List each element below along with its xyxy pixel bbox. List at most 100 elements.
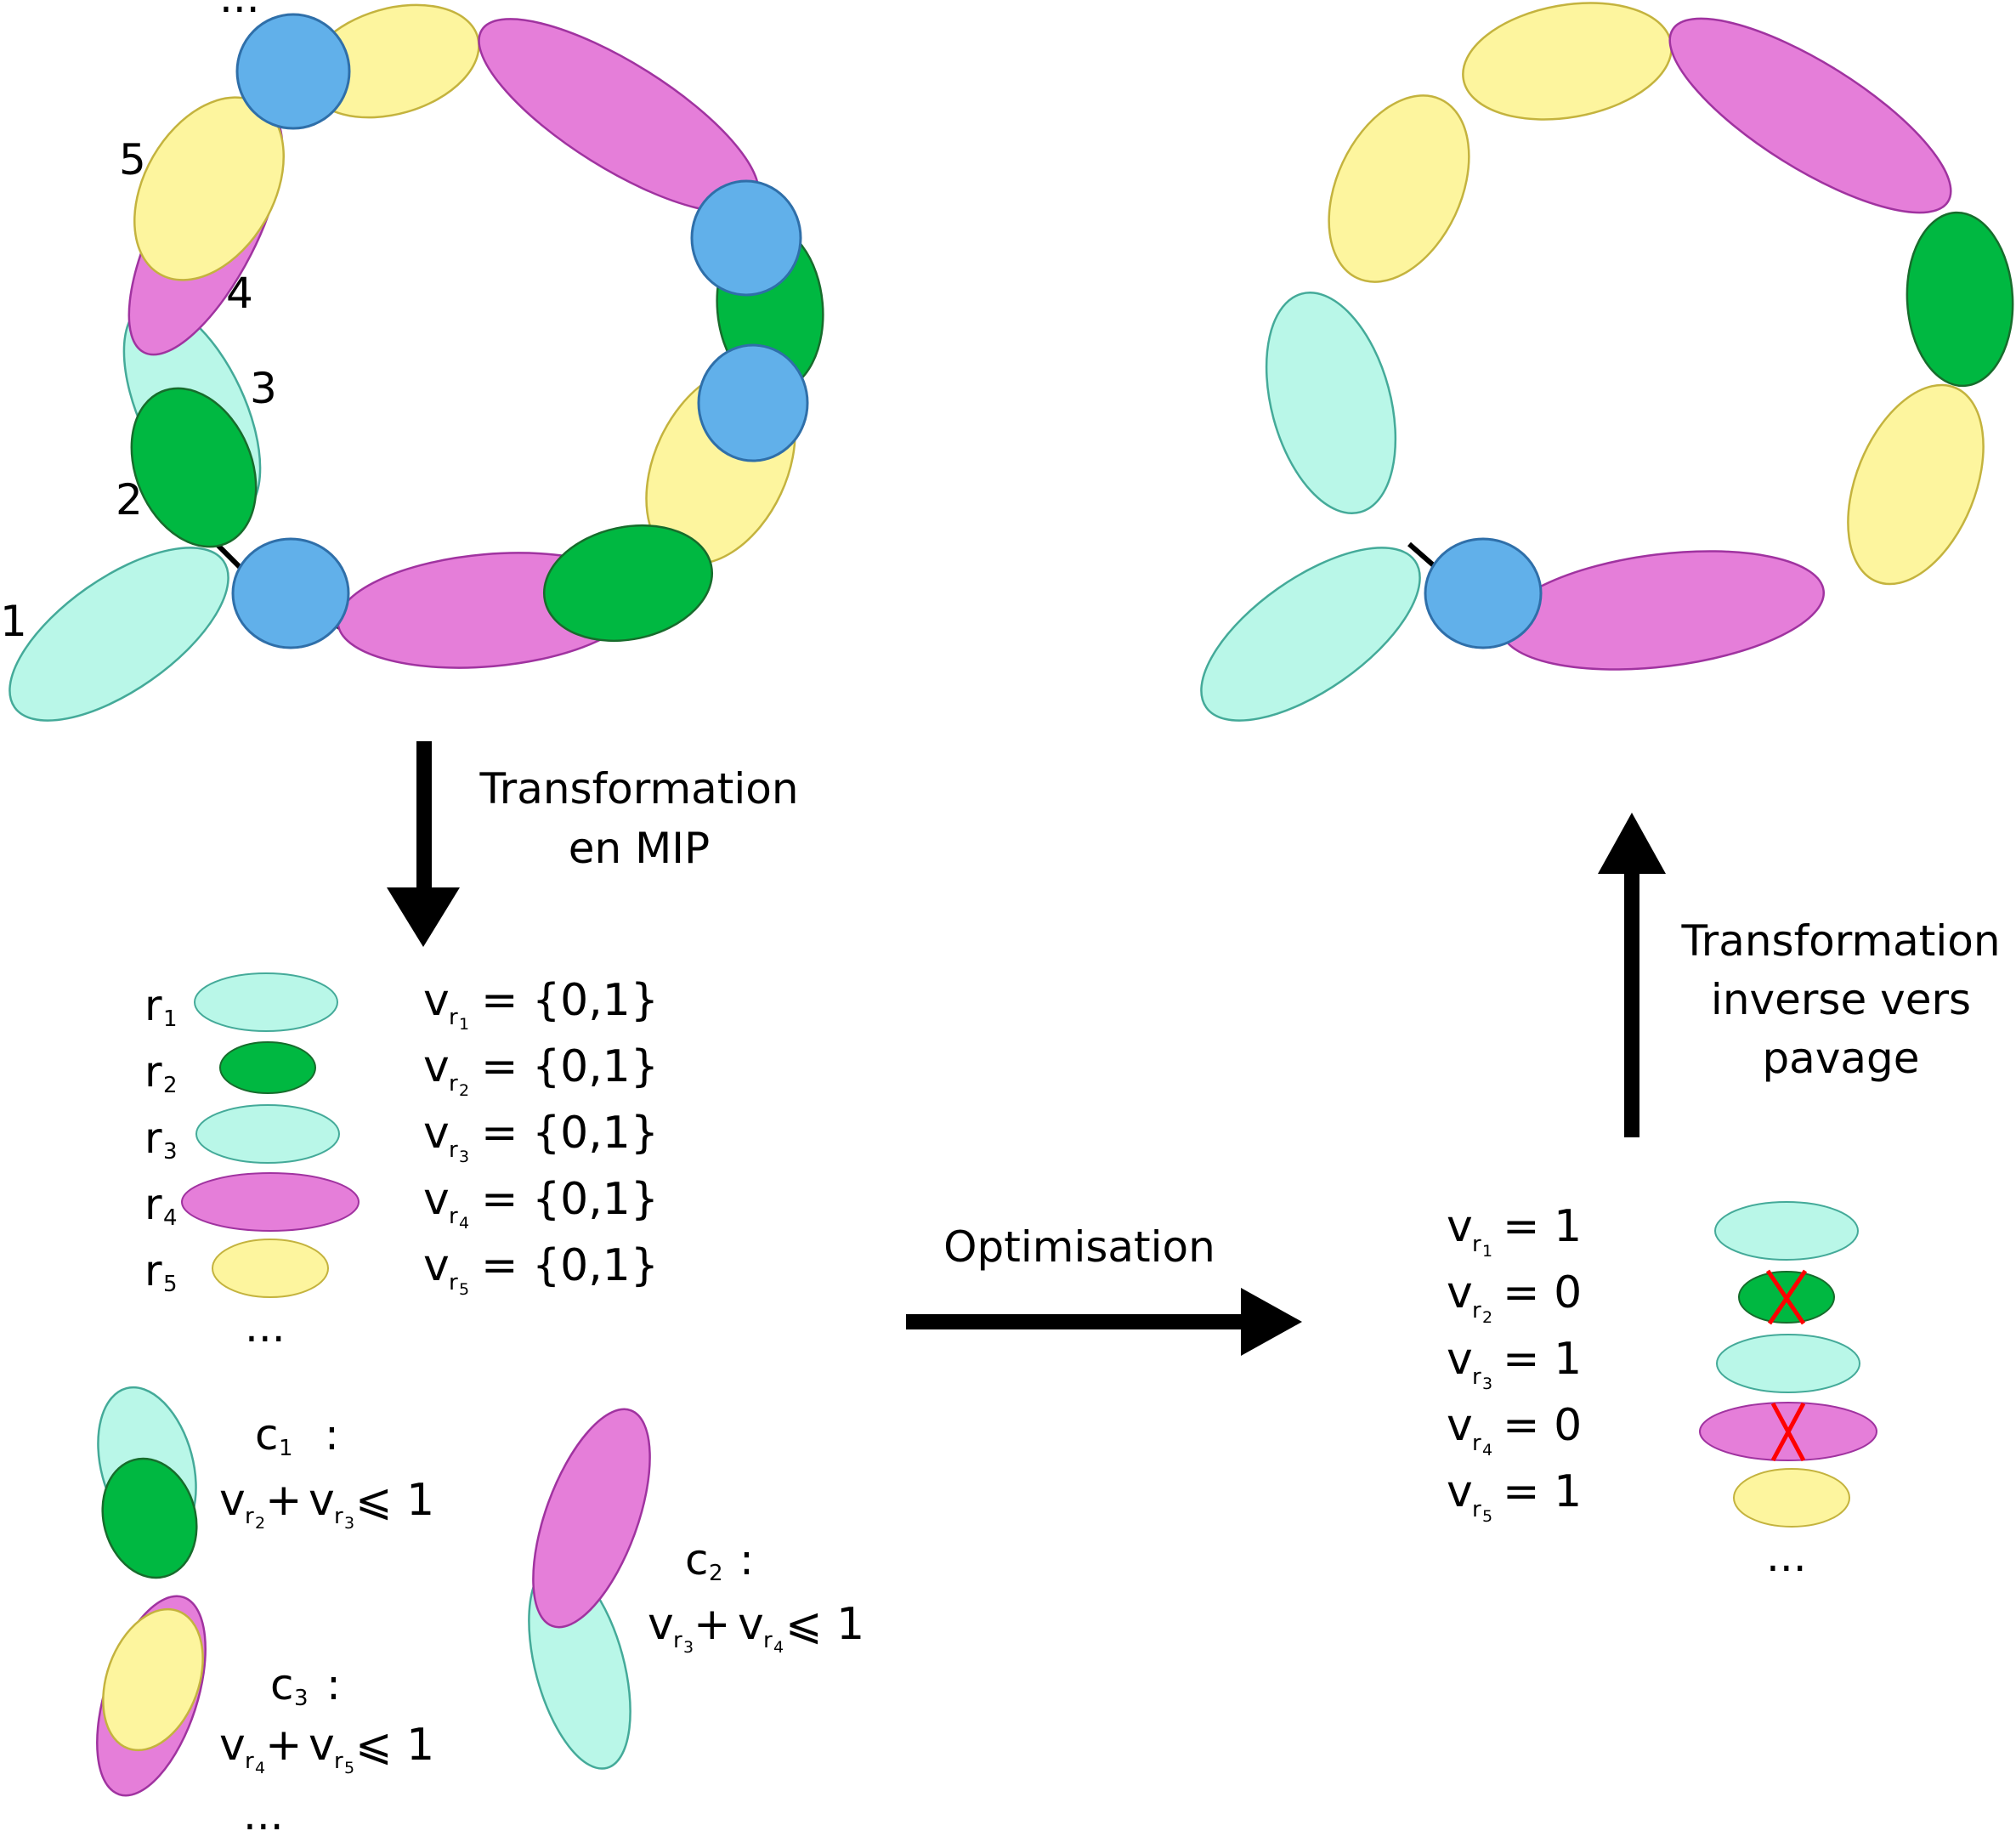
step1-label-line2: en MIP (569, 824, 710, 873)
constraint-c2-tile-r4 (532, 1408, 651, 1629)
svg-text:v: v (648, 1599, 674, 1650)
svg-text:⩽ 1: ⩽ 1 (355, 1475, 434, 1526)
svg-text:r: r (1472, 1431, 1481, 1456)
result-tile-yellow-top (1462, 2, 1673, 121)
tile-label-2: 2 (116, 475, 143, 524)
svg-text:= 1: = 1 (1503, 1201, 1582, 1252)
svg-text:r: r (334, 1504, 343, 1529)
svg-text:r: r (1472, 1232, 1481, 1257)
result-tile-magenta-top-right (1668, 17, 1952, 214)
solution-ellipsis: ... (1766, 1532, 1807, 1581)
svg-text:v: v (309, 1475, 335, 1526)
solution-v2: v r 2 = 0 (1447, 1267, 1582, 1327)
tile-blue-bottom (231, 537, 350, 649)
svg-text:3: 3 (683, 1638, 694, 1657)
arrow-head (1598, 813, 1666, 874)
tile-cyan-1 (8, 547, 229, 722)
tile-label-1: 1 (0, 597, 27, 646)
result-tile-green-right (1906, 211, 2014, 388)
variable-v2-domain: v r 2 = {0,1} (423, 1041, 659, 1100)
svg-text:2: 2 (709, 1561, 723, 1586)
svg-text:r: r (1472, 1364, 1481, 1390)
solution-tile-r3 (1716, 1334, 1860, 1393)
step3-label-line2: inverse vers (1711, 975, 1971, 1024)
svg-text:= {0,1}: = {0,1} (481, 1240, 659, 1291)
svg-text:r: r (245, 1504, 254, 1529)
svg-text:r: r (144, 1246, 162, 1295)
result-tile-yellow-left (1328, 94, 1470, 283)
svg-text:= 1: = 1 (1503, 1466, 1582, 1517)
tile-label-3: 3 (250, 364, 277, 413)
svg-text:= {0,1}: = {0,1} (481, 1174, 659, 1225)
svg-text:⩽ 1: ⩽ 1 (785, 1599, 864, 1650)
svg-text:r: r (449, 1270, 458, 1295)
svg-text::: : (739, 1535, 754, 1584)
solution-list: v r 1 = 1 v r 2 = 0 v r 3 = 1 v r 4 = 0 v r 5 = 1 ... (1447, 1201, 1877, 1581)
svg-text:r: r (449, 1137, 458, 1163)
variable-v3-domain: v r 3 = {0,1} (423, 1108, 659, 1166)
svg-text:3: 3 (1482, 1375, 1492, 1393)
svg-text:3: 3 (459, 1148, 469, 1166)
tile-label-5: 5 (119, 135, 146, 184)
tile-blue-right-top (690, 179, 802, 297)
svg-text:4: 4 (163, 1205, 178, 1231)
solution-v1: v r 1 = 1 (1447, 1201, 1582, 1261)
result-tile-yellow-right (1847, 383, 1985, 586)
svg-text:+: + (265, 1720, 303, 1771)
constraint-c1-tile-r2 (101, 1457, 198, 1579)
svg-text:2: 2 (163, 1073, 178, 1098)
svg-text:v: v (738, 1599, 764, 1650)
svg-text:c: c (270, 1660, 294, 1709)
svg-text:c: c (685, 1535, 709, 1584)
solution-v3: v r 3 = 1 (1447, 1334, 1582, 1393)
svg-text:v: v (423, 1240, 450, 1291)
svg-text:+: + (694, 1599, 731, 1650)
solution-tile-r1 (1714, 1201, 1859, 1261)
variable-tile-r1 (194, 972, 338, 1032)
svg-text:r: r (144, 1047, 162, 1097)
svg-text:r: r (144, 1180, 162, 1229)
step1-label-line1: Transformation (479, 764, 798, 813)
constraint-c3-tile-r5 (102, 1607, 204, 1752)
svg-text:3: 3 (344, 1514, 354, 1533)
step2-label: Optimisation (943, 1222, 1215, 1272)
svg-text:r: r (144, 1114, 162, 1163)
step3-label-line1: Transformation (1680, 916, 2000, 966)
svg-text:4: 4 (1482, 1441, 1492, 1460)
svg-text:2: 2 (1482, 1308, 1492, 1327)
svg-text:v: v (1447, 1201, 1473, 1252)
initial-tiling: 1 2 3 4 5 ... (0, 0, 824, 722)
tile-label-4: 4 (226, 269, 253, 318)
svg-text::: : (326, 1660, 341, 1709)
arrow-head (1241, 1288, 1302, 1356)
arrow-shaft (906, 1314, 1249, 1329)
svg-text:5: 5 (344, 1759, 354, 1777)
svg-text:= 1: = 1 (1503, 1334, 1582, 1385)
svg-text:⩽ 1: ⩽ 1 (355, 1720, 434, 1771)
tile-label-ellipsis: ... (219, 0, 260, 22)
svg-text:= {0,1}: = {0,1} (481, 1041, 659, 1092)
svg-text:1: 1 (163, 1006, 178, 1032)
arrow-transformation-mip: Transformation en MIP (387, 741, 799, 947)
svg-text:4: 4 (773, 1638, 784, 1657)
variable-tile-r3 (195, 1104, 340, 1164)
svg-text:v: v (1447, 1400, 1473, 1451)
arrow-head (387, 887, 460, 947)
step3-label-line3: pavage (1762, 1034, 1919, 1083)
variable-tile-r2 (219, 1041, 316, 1094)
variable-v5-domain: v r 5 = {0,1} (423, 1240, 659, 1299)
svg-text:v: v (309, 1720, 335, 1771)
constraints-ellipsis: ... (243, 1790, 284, 1831)
cross-icon (1765, 1269, 1808, 1325)
arrow-transformation-inverse: Transformation inverse vers pavage (1598, 813, 2001, 1137)
svg-text:v: v (1447, 1334, 1473, 1385)
cross-icon (1770, 1402, 1806, 1462)
svg-text:r: r (1472, 1497, 1481, 1522)
